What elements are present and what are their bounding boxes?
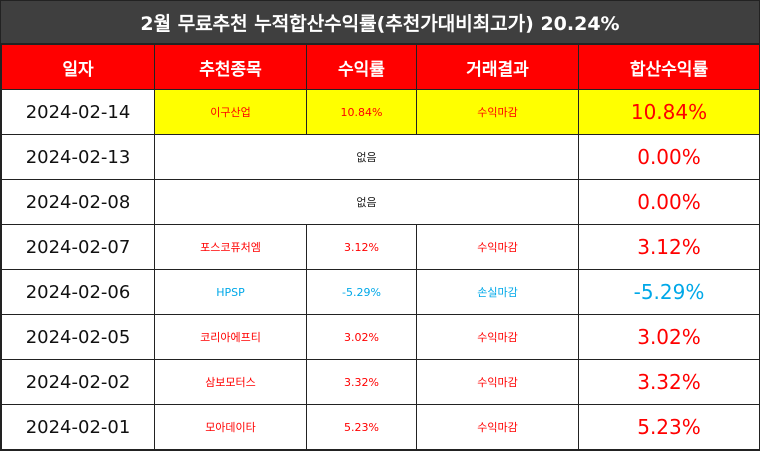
row-date: 2024-02-06 (1, 269, 155, 315)
row-total: 10.84% (578, 89, 760, 135)
row-none: 없음 (154, 134, 579, 180)
header-row: 일자 추천종목 수익률 거래결과 합산수익률 (1, 44, 760, 90)
row-rate: 10.84% (306, 89, 417, 135)
row-result: 수익마감 (416, 359, 579, 405)
row-total: 0.00% (578, 179, 760, 225)
row-date: 2024-02-05 (1, 314, 155, 360)
row-rate: 3.32% (306, 359, 417, 405)
table-row: 2024-02-13 없음 0.00% (1, 134, 760, 180)
row-stock: 포스코퓨처엠 (154, 224, 307, 270)
row-total: 3.32% (578, 359, 760, 405)
row-result: 수익마감 (416, 314, 579, 360)
row-stock: 코리아에프티 (154, 314, 307, 360)
table-row: 2024-02-07 포스코퓨처엠 3.12% 수익마감 3.12% (1, 224, 760, 270)
row-rate: 3.02% (306, 314, 417, 360)
row-total: 3.12% (578, 224, 760, 270)
header-date: 일자 (1, 44, 155, 90)
header-result: 거래결과 (416, 44, 579, 90)
row-result: 손실마감 (416, 269, 579, 315)
row-stock: 모아데이타 (154, 404, 307, 450)
table-row: 2024-02-05 코리아에프티 3.02% 수익마감 3.02% (1, 314, 760, 360)
row-total: 3.02% (578, 314, 760, 360)
returns-table: 일자 추천종목 수익률 거래결과 합산수익률 2024-02-14 이구산업 1… (1, 44, 760, 450)
row-rate: -5.29% (306, 269, 417, 315)
table-row: 2024-02-02 삼보모터스 3.32% 수익마감 3.32% (1, 359, 760, 405)
row-rate: 5.23% (306, 404, 417, 450)
table-row: 2024-02-01 모아데이타 5.23% 수익마감 5.23% (1, 404, 760, 450)
row-result: 수익마감 (416, 89, 579, 135)
row-result: 수익마감 (416, 404, 579, 450)
table-row: 2024-02-14 이구산업 10.84% 수익마감 10.84% (1, 89, 760, 135)
row-rate: 3.12% (306, 224, 417, 270)
row-date: 2024-02-13 (1, 134, 155, 180)
header-rate: 수익률 (306, 44, 417, 90)
header-stock: 추천종목 (154, 44, 307, 90)
row-total: -5.29% (578, 269, 760, 315)
row-date: 2024-02-14 (1, 89, 155, 135)
row-result: 수익마감 (416, 224, 579, 270)
table-row: 2024-02-06 HPSP -5.29% 손실마감 -5.29% (1, 269, 760, 315)
row-stock: 이구산업 (154, 89, 307, 135)
row-none: 없음 (154, 179, 579, 225)
row-date: 2024-02-02 (1, 359, 155, 405)
row-stock: HPSP (154, 269, 307, 315)
row-date: 2024-02-08 (1, 179, 155, 225)
row-total: 0.00% (578, 134, 760, 180)
table-row: 2024-02-08 없음 0.00% (1, 179, 760, 225)
row-total: 5.23% (578, 404, 760, 450)
page-title: 2월 무료추천 누적합산수익률(추천가대비최고가) 20.24% (1, 1, 759, 44)
header-total: 합산수익률 (578, 44, 760, 90)
row-date: 2024-02-01 (1, 404, 155, 450)
row-stock: 삼보모터스 (154, 359, 307, 405)
row-date: 2024-02-07 (1, 224, 155, 270)
